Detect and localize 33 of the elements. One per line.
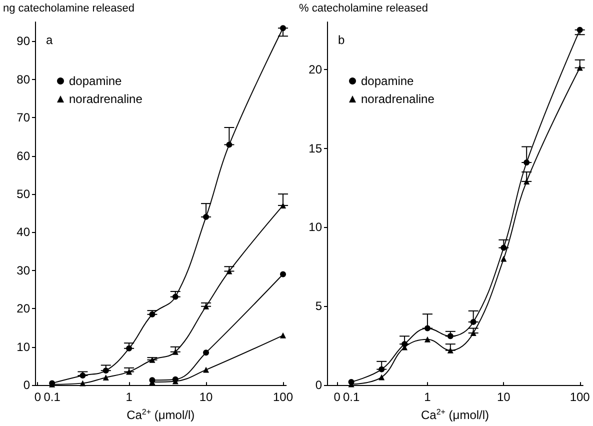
y-tick-label: 60: [16, 148, 30, 163]
annotation: b: [338, 33, 345, 47]
y-tick-label: 90: [16, 34, 30, 48]
x-tick-label: 0.1: [342, 390, 360, 404]
y-tick-label: 0: [315, 378, 322, 392]
y-tick-label: 5: [315, 299, 322, 314]
y-tick-label: 0: [23, 378, 30, 392]
annotation: a: [46, 33, 53, 47]
y-tick-label: 70: [16, 110, 30, 125]
x-tick-label: 1: [126, 390, 133, 404]
x-tick-label: 0.1: [44, 390, 61, 404]
y-tick-label: 40: [16, 225, 30, 240]
y-tick-label: 50: [16, 186, 30, 201]
y-tick-label: 15: [308, 141, 322, 156]
x-tick-label: 0: [34, 390, 42, 404]
x-tick-label: 100: [570, 390, 590, 404]
legend-label: noradrenaline: [361, 92, 435, 106]
legend-label: dopamine: [69, 74, 122, 88]
x-tick-label: 1: [424, 390, 432, 404]
y-axis-title: % catecholamine released: [299, 2, 428, 14]
y-tick-label: 20: [308, 62, 322, 76]
y-tick-label: 10: [16, 340, 30, 354]
y-tick-label: 80: [16, 72, 30, 86]
y-tick-label: 30: [16, 263, 30, 278]
x-tick-label: 100: [272, 390, 294, 404]
x-tick-label: 10: [199, 390, 214, 404]
x-tick-label: 10: [496, 390, 511, 404]
y-tick-label: 10: [308, 220, 322, 234]
y-axis-title: ng catecholamine released: [3, 2, 134, 14]
x-tick-label: 0: [334, 390, 341, 404]
legend-label: noradrenaline: [69, 92, 143, 106]
legend-label: dopamine: [361, 74, 414, 88]
y-tick-label: 20: [16, 302, 30, 316]
